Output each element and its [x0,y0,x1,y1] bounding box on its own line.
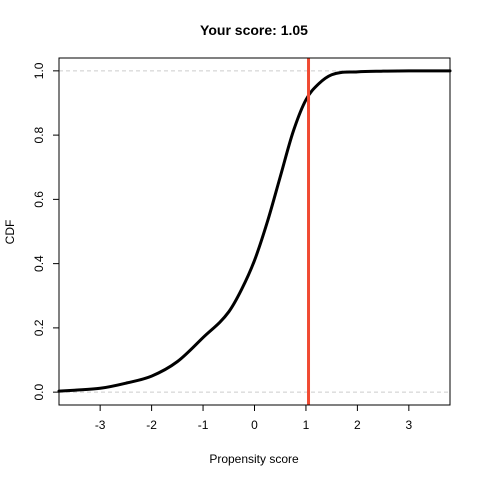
y-tick-label: 0.0 [32,383,46,400]
y-axis: 0.0 0.2 0.4 0.6 0.8 1.0 [32,62,59,400]
y-tick-label: 0.8 [32,126,46,143]
x-tick-label: -3 [95,418,106,432]
x-tick-label: -1 [198,418,209,432]
x-tick-label: 2 [354,418,361,432]
x-tick-label: 1 [303,418,310,432]
y-tick-label: 0.6 [32,191,46,208]
chart-title: Your score: 1.05 [200,22,308,38]
series-layer [57,69,452,393]
y-tick-label: 1.0 [32,62,46,79]
y-tick-label: 0.2 [32,319,46,336]
y-axis-label: CDF [3,220,17,245]
x-axis: -3 -2 -1 0 1 2 3 [95,405,412,432]
x-tick-label: 0 [251,418,258,432]
x-tick-label: -2 [146,418,157,432]
x-axis-label: Propensity score [209,452,299,466]
cdf-series-line-0 [57,69,452,393]
y-tick-label: 0.4 [32,255,46,272]
x-tick-label: 3 [405,418,412,432]
